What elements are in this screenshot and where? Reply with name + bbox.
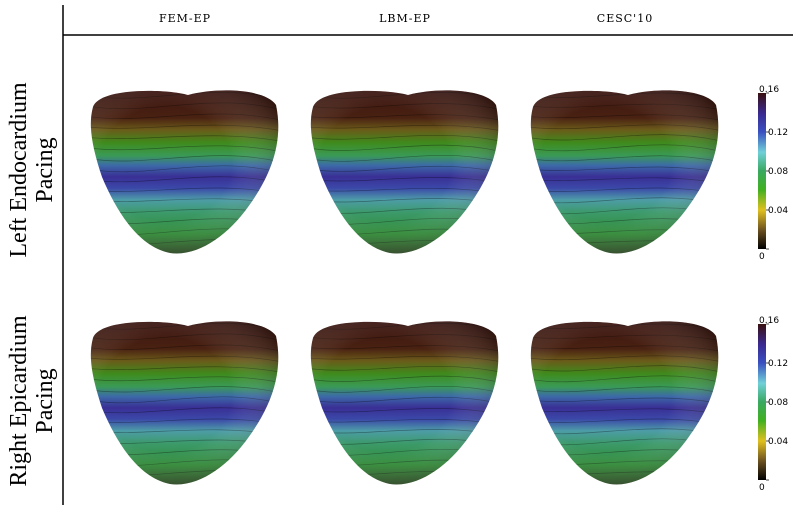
row-label: Pacing bbox=[32, 368, 58, 433]
heart-render bbox=[308, 321, 503, 484]
colorbar bbox=[758, 93, 766, 249]
colorbar-tick-label: 0.12 bbox=[768, 359, 788, 369]
heart-render bbox=[308, 90, 503, 253]
heart-shade bbox=[531, 321, 718, 484]
colorbar-tick-label: 0.16 bbox=[759, 316, 779, 326]
colorbar-tick-label: 0.04 bbox=[768, 437, 788, 447]
heart-shade bbox=[91, 321, 278, 484]
row-label: Pacing bbox=[32, 137, 58, 202]
heart-shade bbox=[311, 90, 498, 253]
colorbar-tick-label: 0.04 bbox=[768, 206, 788, 216]
row-label: Left Endocardium bbox=[6, 82, 32, 258]
column-header: LBM-EP bbox=[379, 12, 431, 25]
heart-render bbox=[88, 321, 283, 484]
row-label: Right Epicardium bbox=[6, 315, 32, 487]
heart-shade bbox=[531, 90, 718, 253]
column-header: CESC'10 bbox=[597, 12, 653, 25]
figure: FEM-EPLBM-EPCESC'10Left EndocardiumPacin… bbox=[0, 0, 793, 505]
heart-shade bbox=[311, 321, 498, 484]
column-header: FEM-EP bbox=[159, 12, 211, 25]
heart-render bbox=[528, 90, 723, 253]
heart-render bbox=[528, 321, 723, 484]
colorbar-tick-label: 0.08 bbox=[768, 167, 788, 177]
colorbar bbox=[758, 324, 766, 480]
colorbar-tick-label: 0.08 bbox=[768, 398, 788, 408]
heart-shade bbox=[91, 90, 278, 253]
colorbar-tick-label: 0 bbox=[759, 252, 765, 262]
colorbar-tick-label: 0.16 bbox=[759, 85, 779, 95]
heart-render bbox=[88, 90, 283, 253]
colorbar-tick-label: 0.12 bbox=[768, 128, 788, 138]
colorbar-tick-label: 0 bbox=[759, 483, 765, 493]
